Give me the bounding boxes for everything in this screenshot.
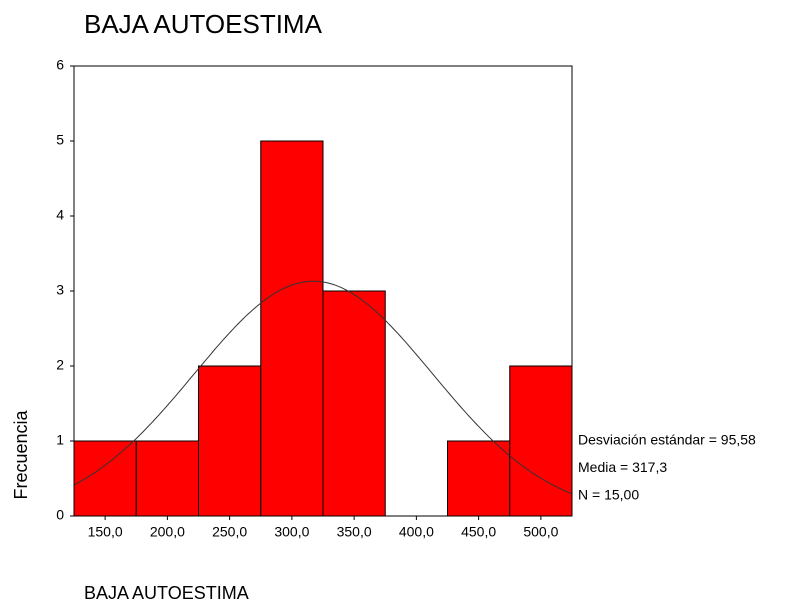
y-tick-label: 2 xyxy=(56,357,64,373)
x-tick-label: 150,0 xyxy=(88,524,123,540)
bar xyxy=(135,440,199,517)
bar xyxy=(509,365,573,517)
y-tick-label: 0 xyxy=(56,507,64,523)
bar xyxy=(198,365,262,517)
y-tick-label: 5 xyxy=(56,132,64,148)
bar xyxy=(447,440,511,517)
annotation: N = 15,00 xyxy=(578,487,639,503)
y-axis-label: Frecuencia xyxy=(11,409,31,499)
y-tick-label: 1 xyxy=(56,432,64,448)
x-tick-label: 200,0 xyxy=(150,524,185,540)
x-tick-label: 250,0 xyxy=(212,524,247,540)
annotation: Desviación estándar = 95,58 xyxy=(578,432,756,448)
normal-curve xyxy=(73,280,573,495)
plot-frame xyxy=(73,65,573,517)
annotation: Media = 317,3 xyxy=(578,459,667,475)
chart-title: BAJA AUTOESTIMA xyxy=(84,9,323,39)
x-axis-label: BAJA AUTOESTIMA xyxy=(84,583,249,603)
y-tick-label: 3 xyxy=(56,282,64,298)
x-tick-label: 300,0 xyxy=(274,524,309,540)
y-tick-label: 4 xyxy=(56,207,64,223)
x-tick-label: 450,0 xyxy=(461,524,496,540)
bar xyxy=(260,140,324,517)
bar xyxy=(322,290,386,517)
y-tick-label: 6 xyxy=(56,57,64,73)
bar xyxy=(73,440,137,517)
x-tick-label: 350,0 xyxy=(337,524,372,540)
x-tick-label: 500,0 xyxy=(523,524,558,540)
x-tick-label: 400,0 xyxy=(399,524,434,540)
